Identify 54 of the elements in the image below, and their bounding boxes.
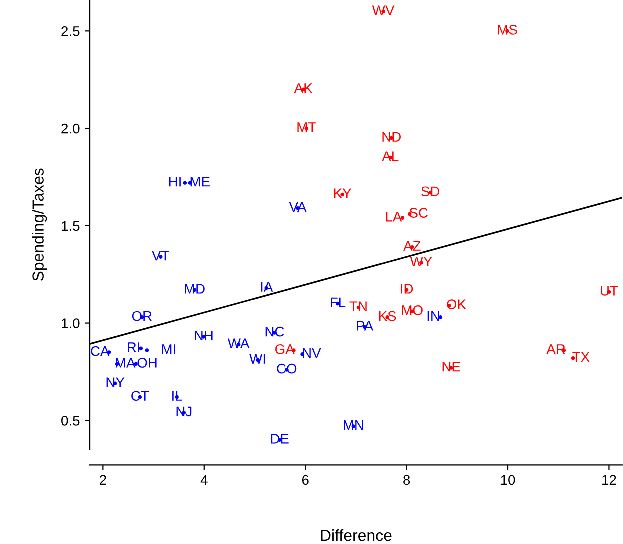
data-label: RI bbox=[128, 342, 140, 352]
data-label: LA bbox=[386, 212, 402, 222]
data-label: OR bbox=[132, 311, 152, 322]
data-label: VA bbox=[289, 202, 307, 212]
data-label: ID bbox=[401, 284, 414, 294]
data-label: MI bbox=[162, 344, 176, 354]
data-label: OK bbox=[447, 300, 466, 310]
data-label: NH bbox=[194, 330, 213, 341]
y-tick-label: 2.5 bbox=[62, 26, 80, 36]
data-label: MT bbox=[298, 122, 316, 132]
y-axis-title: Spending/Taxes bbox=[32, 168, 48, 282]
point bbox=[145, 348, 150, 352]
data-label: CA bbox=[91, 346, 110, 356]
data-label: TX bbox=[572, 352, 590, 362]
y-tick-label: 1.0 bbox=[62, 318, 80, 328]
point bbox=[183, 181, 188, 185]
data-label: NV bbox=[303, 348, 322, 358]
data-label: CT bbox=[132, 391, 150, 402]
y-tick-label: 1.5 bbox=[62, 221, 80, 232]
data-label: NE bbox=[442, 362, 460, 372]
data-label: MD bbox=[185, 284, 205, 294]
x-tick-label: 2 bbox=[100, 475, 106, 485]
data-label: DE bbox=[271, 434, 289, 444]
data-label: ND bbox=[382, 132, 401, 142]
data-label: AR bbox=[546, 344, 566, 354]
data-label: KY bbox=[334, 188, 352, 198]
data-label: OH bbox=[138, 358, 157, 368]
data-label: AL bbox=[382, 152, 399, 162]
data-label: SD bbox=[422, 186, 440, 197]
data-label: AK bbox=[294, 84, 313, 94]
data-label: MO bbox=[402, 306, 423, 316]
data-label: KS bbox=[379, 311, 396, 322]
data-label: NY bbox=[106, 378, 125, 388]
x-tick-label: 6 bbox=[302, 475, 309, 486]
data-label: GA bbox=[276, 344, 295, 354]
data-label: NC bbox=[266, 326, 284, 337]
data-label: ME bbox=[190, 177, 210, 187]
x-tick-label: 8 bbox=[404, 475, 410, 486]
data-label: TN bbox=[350, 302, 367, 312]
data-label: SC bbox=[410, 208, 428, 218]
data-label: HI bbox=[169, 177, 181, 187]
data-label: VT bbox=[152, 251, 170, 261]
data-label: AZ bbox=[404, 241, 421, 251]
data-label: MA bbox=[116, 358, 136, 368]
data-label: FL bbox=[331, 298, 346, 308]
data-label: IN bbox=[428, 311, 440, 322]
x-tick-label: 12 bbox=[602, 475, 616, 485]
x-tick-label: 4 bbox=[200, 475, 208, 485]
data-label: PA bbox=[357, 321, 374, 331]
data-label: MS bbox=[498, 25, 518, 35]
y-tick-label: 2.0 bbox=[62, 124, 80, 134]
x-axis-title: Difference bbox=[321, 530, 392, 542]
x-tick-label: 10 bbox=[501, 475, 516, 486]
y-tick-label: 0.5 bbox=[62, 416, 80, 426]
